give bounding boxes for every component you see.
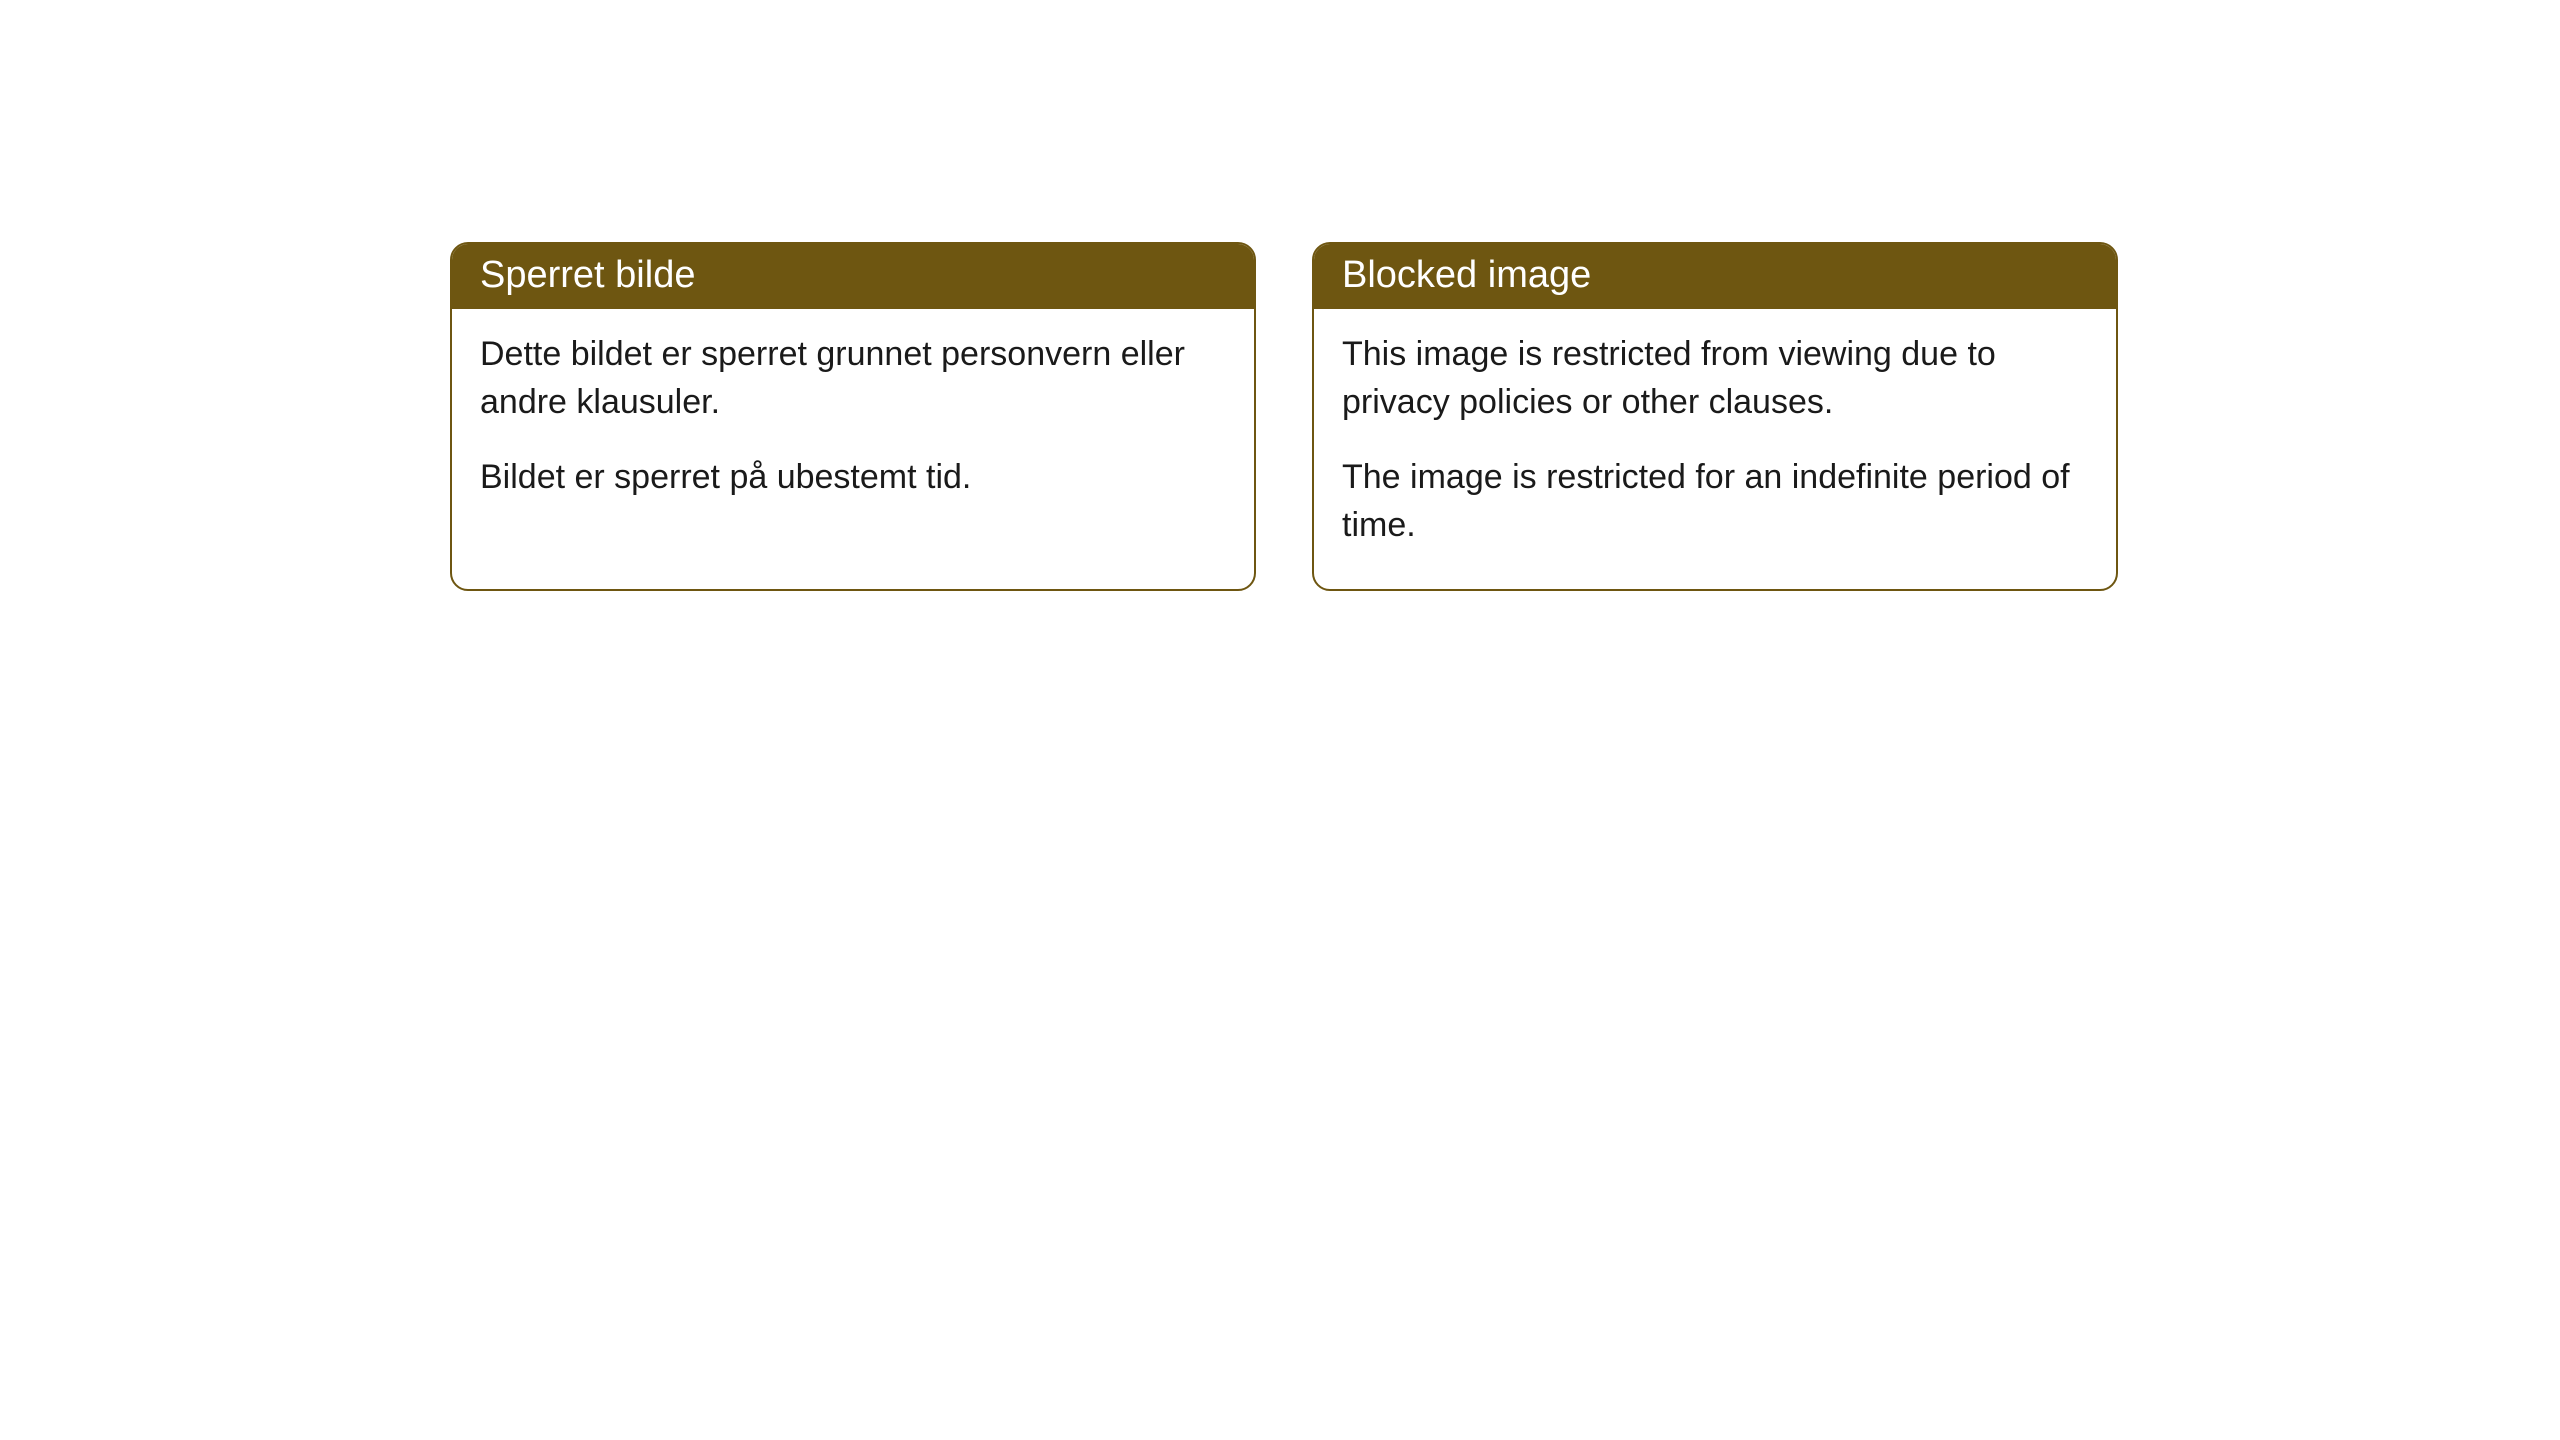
card-title: Sperret bilde bbox=[480, 254, 695, 296]
card-paragraph: This image is restricted from viewing du… bbox=[1342, 331, 2088, 426]
card-header: Blocked image bbox=[1314, 244, 2116, 309]
card-body: This image is restricted from viewing du… bbox=[1314, 309, 2116, 589]
card-paragraph: The image is restricted for an indefinit… bbox=[1342, 454, 2088, 549]
card-title: Blocked image bbox=[1342, 254, 1591, 296]
card-header: Sperret bilde bbox=[452, 244, 1254, 309]
notice-card-norwegian: Sperret bilde Dette bildet er sperret gr… bbox=[450, 242, 1256, 591]
notice-cards-container: Sperret bilde Dette bildet er sperret gr… bbox=[450, 242, 2118, 591]
card-body: Dette bildet er sperret grunnet personve… bbox=[452, 309, 1254, 542]
card-paragraph: Bildet er sperret på ubestemt tid. bbox=[480, 454, 1226, 502]
notice-card-english: Blocked image This image is restricted f… bbox=[1312, 242, 2118, 591]
card-paragraph: Dette bildet er sperret grunnet personve… bbox=[480, 331, 1226, 426]
